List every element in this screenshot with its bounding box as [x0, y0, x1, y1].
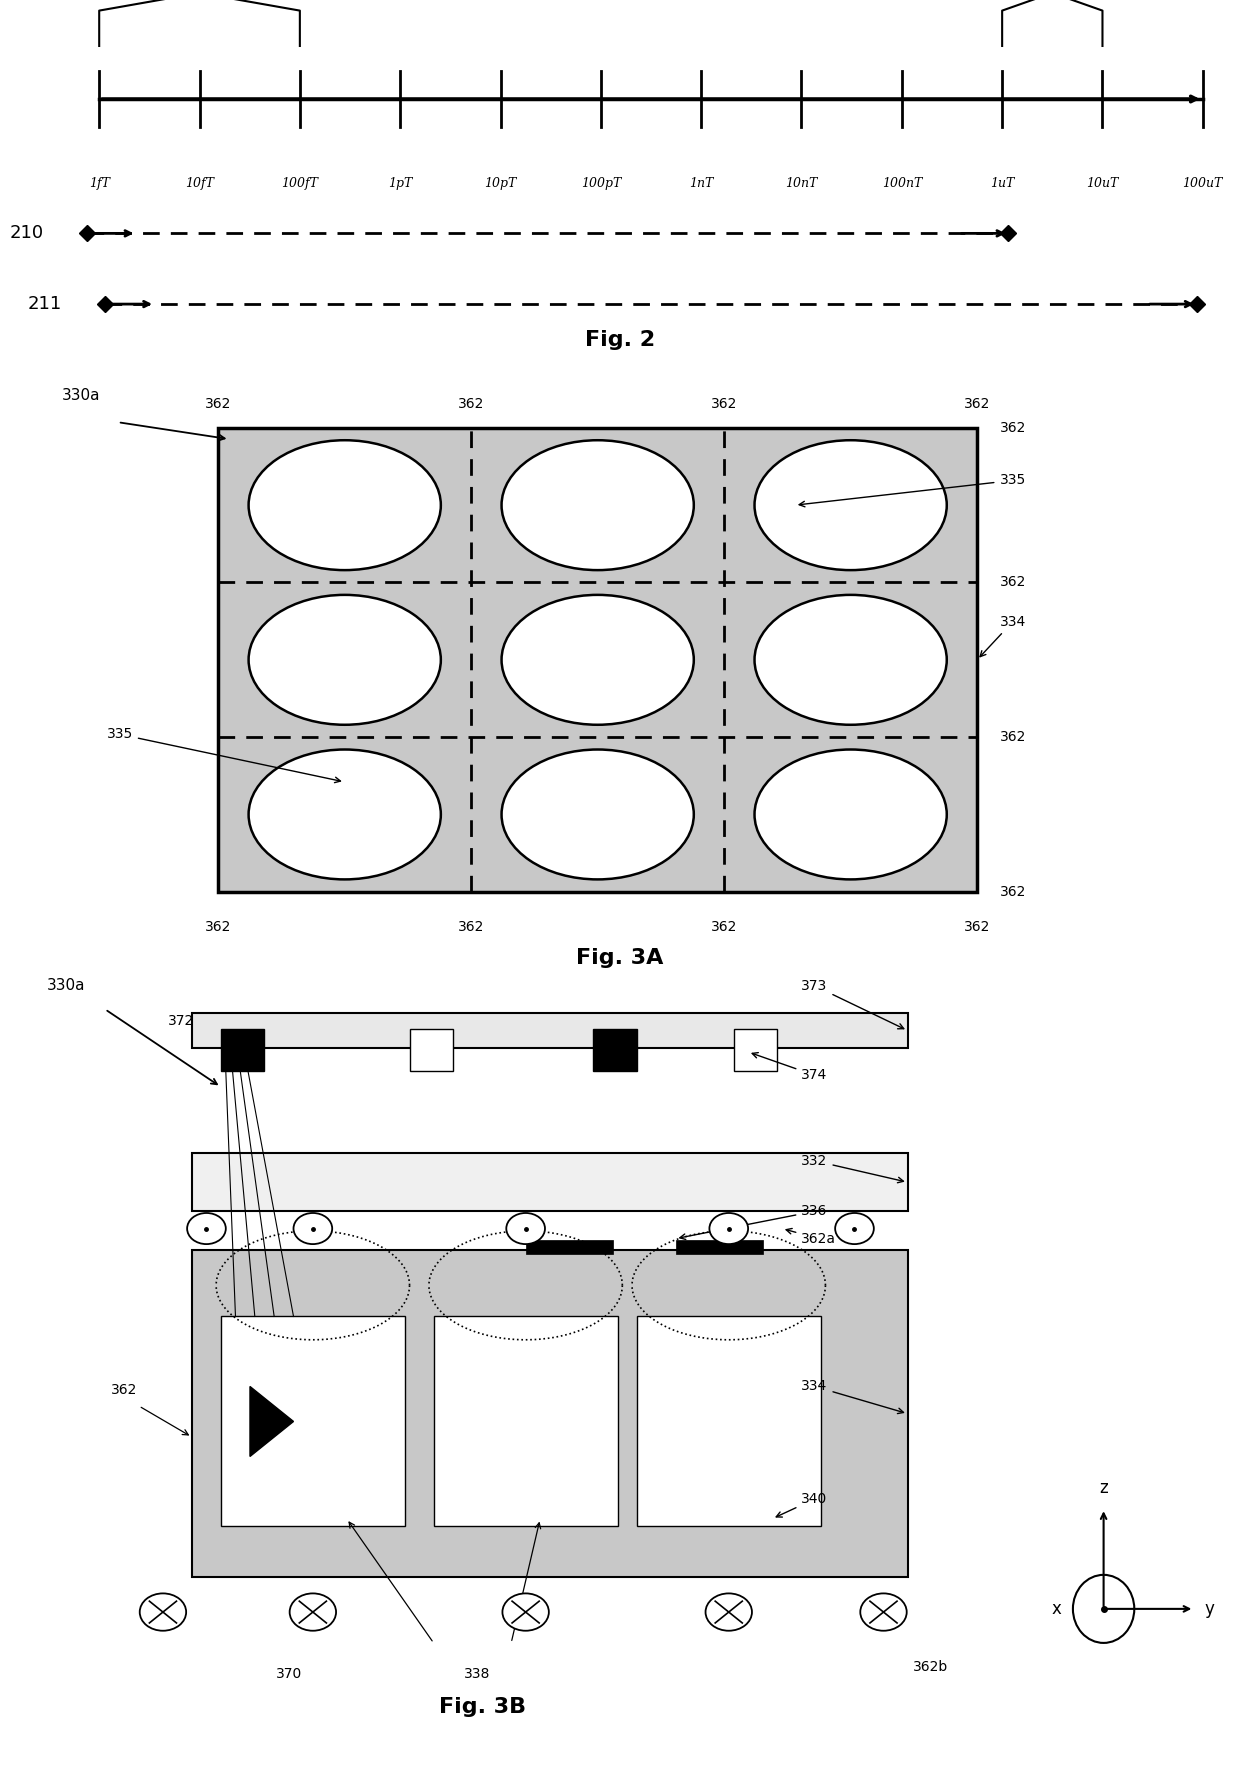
Text: 10uT: 10uT [1086, 177, 1118, 189]
Bar [218, 428, 977, 891]
Text: 334: 334 [980, 615, 1025, 656]
Circle shape [187, 1213, 226, 1245]
Text: 10fT: 10fT [185, 177, 215, 189]
Text: 10pT: 10pT [485, 177, 517, 189]
Text: 362: 362 [711, 396, 738, 410]
Text: 210: 210 [9, 225, 43, 242]
Ellipse shape [501, 594, 694, 725]
Text: 10nT: 10nT [785, 177, 817, 189]
Bar [526, 1239, 613, 1254]
Bar [221, 1317, 404, 1526]
Text: 334: 334 [801, 1379, 904, 1414]
Text: Fig. 3B: Fig. 3B [439, 1697, 526, 1717]
Text: Fig. 2: Fig. 2 [585, 331, 655, 350]
Circle shape [709, 1213, 748, 1245]
Ellipse shape [248, 750, 441, 879]
Text: 372: 372 [167, 1013, 193, 1027]
Text: 362: 362 [963, 919, 991, 934]
Circle shape [835, 1213, 874, 1245]
Text: Fig. 3A: Fig. 3A [577, 948, 663, 969]
Ellipse shape [501, 440, 694, 569]
Text: 100pT: 100pT [580, 177, 621, 189]
Text: 338: 338 [464, 1667, 491, 1681]
Text: x: x [1052, 1600, 1061, 1618]
Text: 1uT: 1uT [990, 177, 1014, 189]
Polygon shape [250, 1386, 294, 1457]
Text: 362: 362 [999, 576, 1025, 589]
Bar [409, 1029, 453, 1071]
Text: 1nT: 1nT [689, 177, 713, 189]
Circle shape [294, 1213, 332, 1245]
Text: 373: 373 [801, 979, 904, 1029]
Bar [676, 1239, 763, 1254]
Ellipse shape [754, 750, 947, 879]
Text: 374: 374 [753, 1052, 827, 1082]
Circle shape [506, 1213, 546, 1245]
Text: 370: 370 [275, 1667, 301, 1681]
Text: y: y [1204, 1600, 1214, 1618]
Circle shape [1073, 1575, 1135, 1642]
Text: 1fT: 1fT [89, 177, 109, 189]
Circle shape [140, 1593, 186, 1630]
Text: 362: 362 [112, 1383, 138, 1397]
Text: 362: 362 [963, 396, 991, 410]
Text: 100uT: 100uT [1183, 177, 1223, 189]
Circle shape [861, 1593, 906, 1630]
Ellipse shape [754, 594, 947, 725]
Text: 335: 335 [799, 474, 1025, 507]
Text: 1pT: 1pT [388, 177, 413, 189]
Text: 100nT: 100nT [882, 177, 923, 189]
Text: 100fT: 100fT [281, 177, 319, 189]
Text: 362: 362 [205, 396, 232, 410]
Bar [637, 1317, 821, 1526]
Bar [221, 1029, 264, 1071]
Bar [434, 1317, 618, 1526]
Bar [192, 1153, 908, 1211]
Text: 362: 362 [205, 919, 232, 934]
Text: 362b: 362b [913, 1660, 947, 1674]
Text: 330a: 330a [62, 389, 100, 403]
Text: 362a: 362a [786, 1229, 836, 1245]
Text: 336: 336 [680, 1204, 827, 1239]
Text: 330a: 330a [47, 978, 86, 994]
Text: 362: 362 [999, 730, 1025, 744]
Text: 362: 362 [999, 884, 1025, 898]
Text: 362: 362 [711, 919, 738, 934]
Text: 340: 340 [776, 1492, 827, 1517]
Text: 211: 211 [27, 295, 62, 313]
Bar [192, 1013, 908, 1048]
Text: 332: 332 [801, 1155, 904, 1183]
Circle shape [706, 1593, 751, 1630]
Circle shape [290, 1593, 336, 1630]
Ellipse shape [754, 440, 947, 569]
Circle shape [502, 1593, 549, 1630]
Ellipse shape [248, 440, 441, 569]
Text: z: z [1099, 1480, 1109, 1497]
Bar [734, 1029, 777, 1071]
Bar [192, 1250, 908, 1577]
Ellipse shape [501, 750, 694, 879]
Text: 362: 362 [999, 421, 1025, 435]
Text: 335: 335 [107, 727, 341, 783]
Text: 362: 362 [458, 396, 485, 410]
Text: 362: 362 [458, 919, 485, 934]
Bar [594, 1029, 637, 1071]
Ellipse shape [248, 594, 441, 725]
